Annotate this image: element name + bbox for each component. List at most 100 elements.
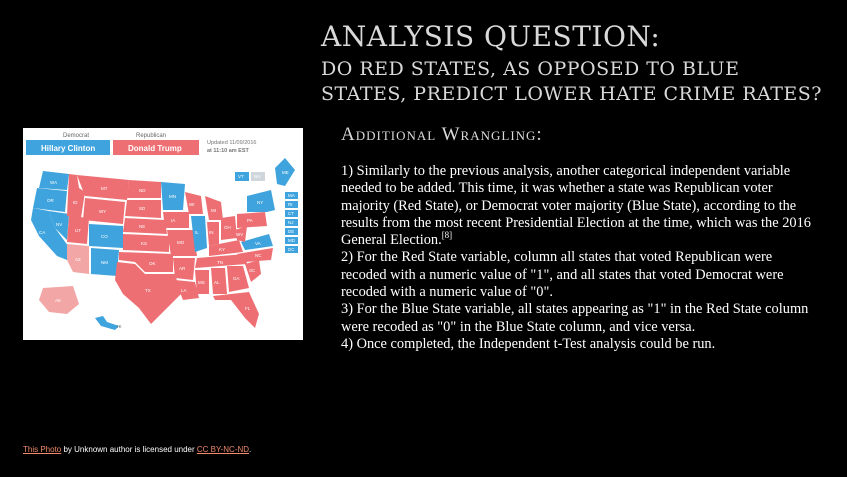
label-id: ID [73,200,78,205]
state-va [241,234,273,250]
state-me [275,158,295,186]
label-va: VA [255,241,261,246]
label-ga: GA [233,276,240,281]
label-ny: NY [257,200,263,205]
state-il [191,216,207,252]
paragraph-1-text: 1) Similarly to the previous analysis, a… [341,163,811,249]
state-in [207,222,219,246]
state-az [67,244,89,274]
label-sd: SD [139,206,146,211]
state-la [175,280,199,300]
state-nd [127,180,161,198]
state-tn [195,254,247,268]
label-nd: ND [139,188,146,193]
body-text: 1) Similarly to the previous analysis, a… [341,163,811,353]
label-mi: MI [211,208,216,213]
label-mn: MN [169,194,176,199]
label-ar: AR [179,266,186,271]
license-link[interactable]: CC BY-NC-ND [196,445,250,454]
state-box-nh [251,172,265,181]
label-fl: FL [245,306,251,311]
state-nm [91,248,119,276]
state-wy [83,198,125,224]
credit-text: by Unknown author is licensed under [61,445,197,454]
state-oh [221,216,237,240]
label-tx: TX [145,288,151,293]
credit-end: . [249,445,252,454]
label-ca: CA [39,230,45,235]
state-ks [123,234,169,252]
label-in: IN [209,230,214,235]
label-dc: DC [288,247,295,252]
label-ri: RI [288,202,293,207]
state-box-md [285,237,298,244]
label-mt: MT [101,186,108,191]
paragraph-3: 3) For the Blue State variable, all stat… [341,301,809,335]
label-ne: NE [139,224,145,229]
label-ky: KY [219,247,225,252]
citation-ref[interactable]: [8] [441,230,453,241]
label-wi: WI [189,202,195,207]
state-wv [235,226,247,242]
state-sc [245,260,261,282]
state-box-nj [285,219,298,226]
us-electoral-map: Democrat Republican Hillary Clinton Dona… [23,128,303,340]
label-ct: CT [288,211,294,216]
state-box-vt [235,172,249,181]
label-md: MD [288,238,296,243]
state-fl [213,292,259,328]
state-mt [77,175,129,200]
label-wa: WA [50,180,57,185]
label-nc: NC [255,253,262,258]
state-box-ma [285,192,298,199]
label-al: AL [214,280,220,285]
photo-link[interactable]: This Photo [23,445,62,454]
label-vt: VT [238,174,244,179]
state-mi [205,196,223,220]
legend-democrat-candidate: Hillary Clinton [41,144,95,153]
state-ga [227,266,249,292]
state-ut [67,216,89,244]
state-tx [115,262,181,324]
label-tn: TN [217,260,223,265]
election-map-image: Democrat Republican Hillary Clinton Dona… [23,128,303,340]
label-nm: NM [101,260,108,265]
state-wa [39,171,69,190]
state-or [33,188,67,212]
title-question: DO RED STATES, AS OPPOSED TO BLUE STATES… [321,57,836,107]
label-ak: AK [55,298,61,303]
updated-time: at 11:10 am EST [207,148,250,154]
label-hi: HI [117,324,122,329]
state-box-de [285,228,298,235]
paragraph-2: 2) For the Red State variable, column al… [341,249,784,301]
state-hi [95,316,119,330]
legend-republican-label: Republican [136,133,166,139]
label-nh: NH [254,174,261,179]
title-question-line-1: DO RED STATES, AS OPPOSED TO BLUE [321,58,740,80]
label-il: IL [195,230,199,235]
label-wy: WY [99,209,106,214]
state-ak [39,286,79,314]
state-ok [119,252,173,272]
title-heading: ANALYSIS QUESTION: [321,20,661,53]
label-ms: MS [198,280,205,285]
label-me: ME [282,170,289,175]
state-box-ri [285,201,298,208]
state-mn [161,182,185,210]
state-ne [123,218,167,234]
state-nc [237,248,273,262]
updated-date: Updated 11/09/2016 [207,140,256,146]
label-pa: PA [247,218,253,223]
label-oh: OH [224,225,231,230]
state-ca [31,208,71,260]
state-ar [173,258,195,280]
label-co: CO [101,234,108,239]
legend-republican-candidate: Donald Trump [128,144,182,153]
label-ks: KS [141,241,147,246]
state-box-dc [285,246,298,253]
state-ms [195,270,209,294]
state-al [211,268,227,294]
state-co [89,224,123,248]
title-question-line-2: STATES, PREDICT LOWER HATE CRIME RATES? [321,83,822,105]
label-mo: MO [177,240,185,245]
